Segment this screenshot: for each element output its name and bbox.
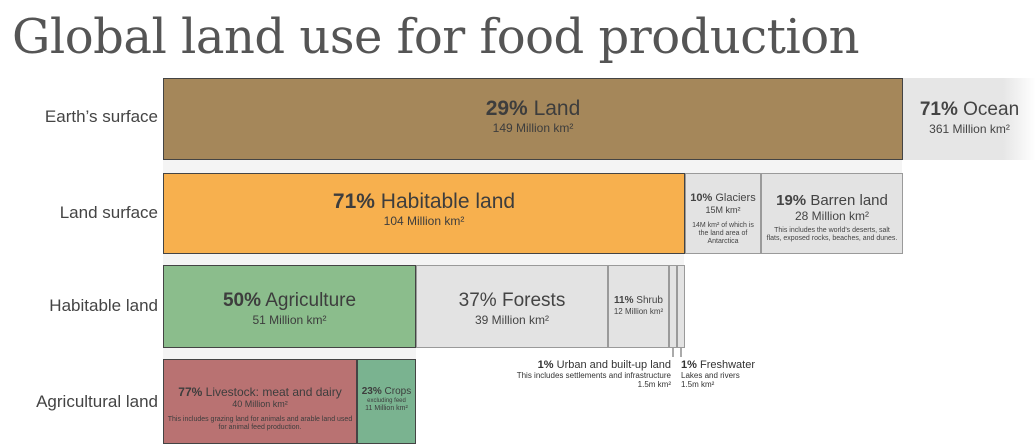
row-label-land-surface: Land surface bbox=[59, 203, 158, 222]
urban-pct: 1% bbox=[537, 359, 554, 371]
segment-barren-land: 19% Barren land 28 Million km² This incl… bbox=[761, 173, 903, 254]
land-area: 149 Million km² bbox=[492, 121, 574, 135]
barren-area: 28 Million km² bbox=[794, 209, 869, 223]
freshwater-name: Freshwater bbox=[699, 359, 755, 371]
urban-area: 1.5m km² bbox=[637, 380, 671, 389]
livestock-area: 40 Million km² bbox=[232, 399, 288, 409]
segment-urban bbox=[669, 265, 677, 348]
segment-freshwater bbox=[677, 265, 685, 348]
connector-habitable-to-habitable-row bbox=[163, 254, 684, 265]
agriculture-pct: 50% bbox=[222, 290, 261, 311]
glaciers-name: Glaciers bbox=[715, 192, 756, 204]
livestock-note: This includes grazing land for animals a… bbox=[167, 416, 353, 431]
connector-land-to-land-surface bbox=[163, 160, 902, 173]
row-label-agricultural-land: Agricultural land bbox=[36, 392, 158, 411]
segment-habitable-land: 71% Habitable land 104 Million km² bbox=[163, 173, 685, 254]
crops-pct: 23% bbox=[361, 386, 382, 397]
urban-name: Urban and built-up land bbox=[556, 359, 671, 371]
habitable-name: Habitable land bbox=[380, 190, 516, 213]
land-name: Land bbox=[533, 97, 581, 120]
segment-shrub: 11% Shrub 12 Million km² bbox=[608, 265, 669, 348]
barren-note: This includes the world's deserts, salt … bbox=[766, 227, 898, 242]
freshwater-pct: 1% bbox=[681, 359, 697, 371]
livestock-name: Livestock: meat and dairy bbox=[205, 385, 342, 399]
crops-note: excluding feed bbox=[367, 398, 406, 404]
shrub-name: Shrub bbox=[636, 295, 663, 306]
segment-ocean: 71% Ocean 361 Million km² bbox=[903, 78, 1036, 160]
livestock-pct: 77% bbox=[178, 385, 203, 399]
connector-agriculture-to-agricultural-row bbox=[163, 348, 416, 359]
freshwater-callout: 1% Freshwater Lakes and rivers 1.5m km² bbox=[681, 359, 755, 389]
shrub-pct: 11% bbox=[614, 295, 634, 306]
urban-callout: 1% Urban and built-up land This includes… bbox=[517, 359, 671, 389]
forests-name: Forests bbox=[501, 290, 566, 311]
crops-area: 11 Million km² bbox=[365, 405, 408, 412]
barren-name: Barren land bbox=[810, 192, 888, 209]
glaciers-note: 14M km² of which is the land area of Ant… bbox=[692, 222, 754, 245]
freshwater-area: 1.5m km² bbox=[681, 380, 715, 389]
segment-livestock: 77% Livestock: meat and dairy 40 Million… bbox=[163, 359, 357, 444]
agriculture-name: Agriculture bbox=[265, 290, 357, 311]
land-pct: 29% bbox=[485, 97, 528, 120]
segment-glaciers: 10% Glaciers 15M km² 14M km² of which is… bbox=[685, 173, 761, 254]
ocean-name: Ocean bbox=[963, 99, 1020, 120]
freshwater-note: Lakes and rivers bbox=[681, 371, 740, 380]
row-label-earth-surface: Earth’s surface bbox=[44, 107, 158, 126]
habitable-pct: 71% bbox=[332, 190, 375, 213]
urban-note: This includes settlements and infrastruc… bbox=[516, 371, 671, 380]
ocean-pct: 71% bbox=[919, 99, 958, 120]
glaciers-area: 15M km² bbox=[705, 205, 741, 215]
row-label-habitable-land: Habitable land bbox=[49, 296, 158, 315]
segment-crops: 23% Crops excluding feed 11 Million km² bbox=[357, 359, 416, 444]
agriculture-area: 51 Million km² bbox=[252, 313, 327, 327]
habitable-area: 104 Million km² bbox=[383, 214, 465, 228]
segment-agriculture: 50% Agriculture 51 Million km² bbox=[163, 265, 416, 348]
glaciers-pct: 10% bbox=[690, 192, 713, 204]
barren-pct: 19% bbox=[776, 192, 807, 209]
segment-forests: 37% Forests 39 Million km² bbox=[416, 265, 608, 348]
ocean-area: 361 Million km² bbox=[929, 122, 1010, 136]
forests-area: 39 Million km² bbox=[474, 313, 549, 327]
crops-name: Crops bbox=[384, 386, 412, 397]
segment-land: 29% Land 149 Million km² bbox=[163, 78, 903, 160]
forests-pct: 37% bbox=[458, 290, 497, 311]
chart-title: Global land use for food production bbox=[12, 9, 860, 65]
shrub-area: 12 Million km² bbox=[613, 307, 664, 316]
